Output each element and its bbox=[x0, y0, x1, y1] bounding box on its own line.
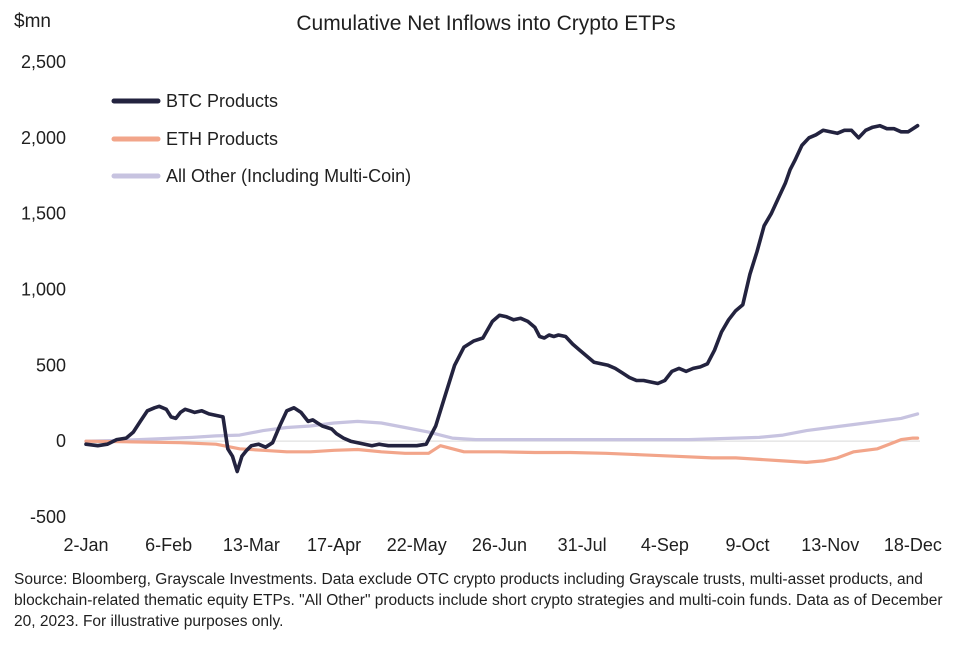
legend-label: All Other (Including Multi-Coin) bbox=[166, 166, 411, 186]
x-tick-label: 2-Jan bbox=[63, 535, 108, 555]
y-axis-ticks: -500 0 500 1,000 1,500 2,000 2,500 bbox=[21, 52, 66, 527]
y-unit-label: $mn bbox=[14, 11, 51, 32]
x-tick-label: 9-Oct bbox=[726, 535, 770, 555]
y-tick-label: 1,500 bbox=[21, 204, 66, 224]
legend-label: ETH Products bbox=[166, 129, 278, 149]
x-tick-label: 22-May bbox=[387, 535, 447, 555]
x-tick-label: 31-Jul bbox=[558, 535, 607, 555]
series-line-btc bbox=[84, 123, 920, 474]
x-tick-label: 17-Apr bbox=[307, 535, 361, 555]
y-tick-label: 0 bbox=[56, 431, 66, 451]
legend: BTC Products ETH Products All Other (Inclu… bbox=[111, 91, 411, 186]
x-tick-label: 13-Nov bbox=[801, 535, 859, 555]
legend-label: BTC Products bbox=[166, 91, 278, 111]
y-tick-label: 1,000 bbox=[21, 280, 66, 300]
series-line-eth bbox=[84, 436, 920, 464]
x-tick-label: 26-Jun bbox=[472, 535, 527, 555]
x-tick-label: 18-Dec bbox=[884, 535, 942, 555]
legend-item: All Other (Including Multi-Coin) bbox=[111, 166, 411, 186]
legend-item: BTC Products bbox=[111, 91, 278, 111]
y-tick-label: 2,000 bbox=[21, 128, 66, 148]
x-tick-label: 13-Mar bbox=[223, 535, 280, 555]
x-tick-label: 4-Sep bbox=[641, 535, 689, 555]
y-tick-label: -500 bbox=[30, 507, 66, 527]
y-tick-label: 2,500 bbox=[21, 52, 66, 72]
y-tick-label: 500 bbox=[36, 355, 66, 375]
legend-item: ETH Products bbox=[111, 129, 278, 149]
chart-title: Cumulative Net Inflows into Crypto ETPs bbox=[296, 12, 675, 35]
x-axis-ticks: 2-Jan 6-Feb 13-Mar 17-Apr 22-May 26-Jun 31-Jul… bbox=[63, 535, 941, 555]
chart: Cumulative Net Inflows into Crypto ETPs … bbox=[14, 11, 942, 555]
source-note: Source: Bloomberg, Grayscale Investments… bbox=[14, 571, 943, 630]
series-lines bbox=[84, 123, 920, 474]
x-tick-label: 6-Feb bbox=[145, 535, 192, 555]
series-line-all-other bbox=[84, 412, 920, 443]
